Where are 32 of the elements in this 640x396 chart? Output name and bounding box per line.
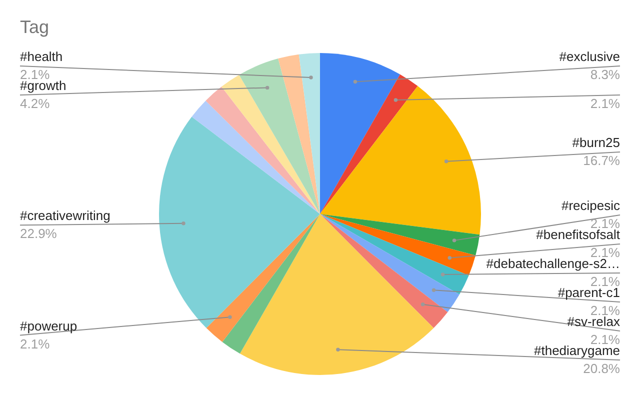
pie-slice xyxy=(222,214,320,354)
pie-slice xyxy=(206,86,320,214)
pie-slice xyxy=(320,214,460,312)
data-label: 16.7% xyxy=(583,153,620,168)
data-label: 2.1% xyxy=(20,336,50,352)
pie-slice xyxy=(240,214,434,375)
pie-slice xyxy=(320,86,481,235)
slice-label: #exclusive xyxy=(559,49,620,64)
data-label: 2.1% xyxy=(590,96,620,111)
pie-slice xyxy=(320,214,469,294)
pie-slice xyxy=(192,100,320,214)
pie-slice xyxy=(278,54,320,214)
pie-slice xyxy=(320,53,400,214)
slice-label: #powerup xyxy=(20,318,78,334)
data-label: 8.3% xyxy=(590,67,620,82)
pie-slice xyxy=(320,214,448,328)
slice-label: #burn25 xyxy=(572,135,620,150)
pie-slice xyxy=(298,53,320,214)
slice-label: #health xyxy=(20,49,63,64)
pie-slice xyxy=(239,58,320,214)
pie-slice xyxy=(320,214,480,256)
data-label: 4.2% xyxy=(20,96,50,111)
slice-label: #creativewriting xyxy=(20,208,110,224)
chart-title: Tag xyxy=(20,17,50,37)
pie-slice xyxy=(221,74,320,214)
pie-slice xyxy=(320,74,418,214)
pie-slice xyxy=(159,116,320,328)
pie-slice xyxy=(320,214,476,276)
data-label: 20.8% xyxy=(583,361,620,376)
pie-slice xyxy=(206,214,320,342)
data-label: 22.9% xyxy=(20,226,58,242)
slice-label: #recipesic xyxy=(561,198,620,213)
